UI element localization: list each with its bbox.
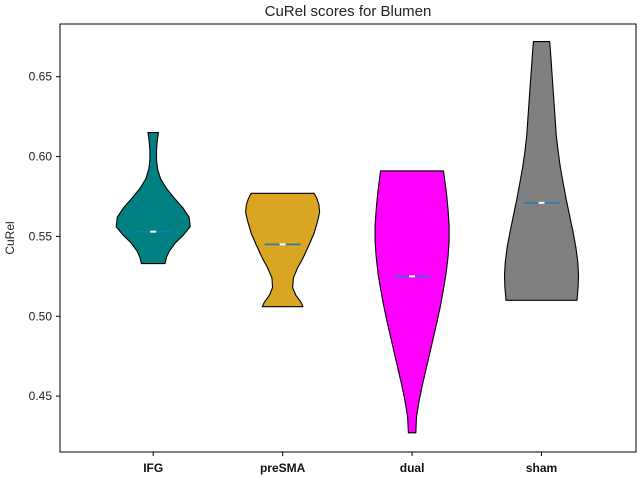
stats-group xyxy=(135,201,560,278)
y-tick-label: 0.50 xyxy=(29,309,53,323)
violin-sham xyxy=(503,41,580,301)
violins-group xyxy=(115,41,580,434)
violin-ifg xyxy=(115,132,191,265)
x-tick-label-ifg: IFG xyxy=(143,461,163,475)
x-tick-label-presma: preSMA xyxy=(260,461,306,475)
x-tick-label-sham: sham xyxy=(526,461,557,475)
x-axis: IFG preSMA dual sham xyxy=(143,452,557,475)
y-tick-label: 0.55 xyxy=(29,229,53,243)
chart-title: CuRel scores for Blumen xyxy=(265,3,432,20)
y-tick-label: 0.65 xyxy=(29,70,53,84)
y-tick-label: 0.60 xyxy=(29,150,53,164)
x-tick-label-dual: dual xyxy=(400,461,425,475)
y-tick-label: 0.45 xyxy=(29,389,53,403)
violin-dual xyxy=(374,170,450,434)
y-axis: 0.45 0.50 0.55 0.60 0.65 xyxy=(29,70,60,403)
y-axis-label: CuRel xyxy=(3,221,17,254)
violin-presma xyxy=(245,192,321,308)
plot-area xyxy=(59,23,637,453)
